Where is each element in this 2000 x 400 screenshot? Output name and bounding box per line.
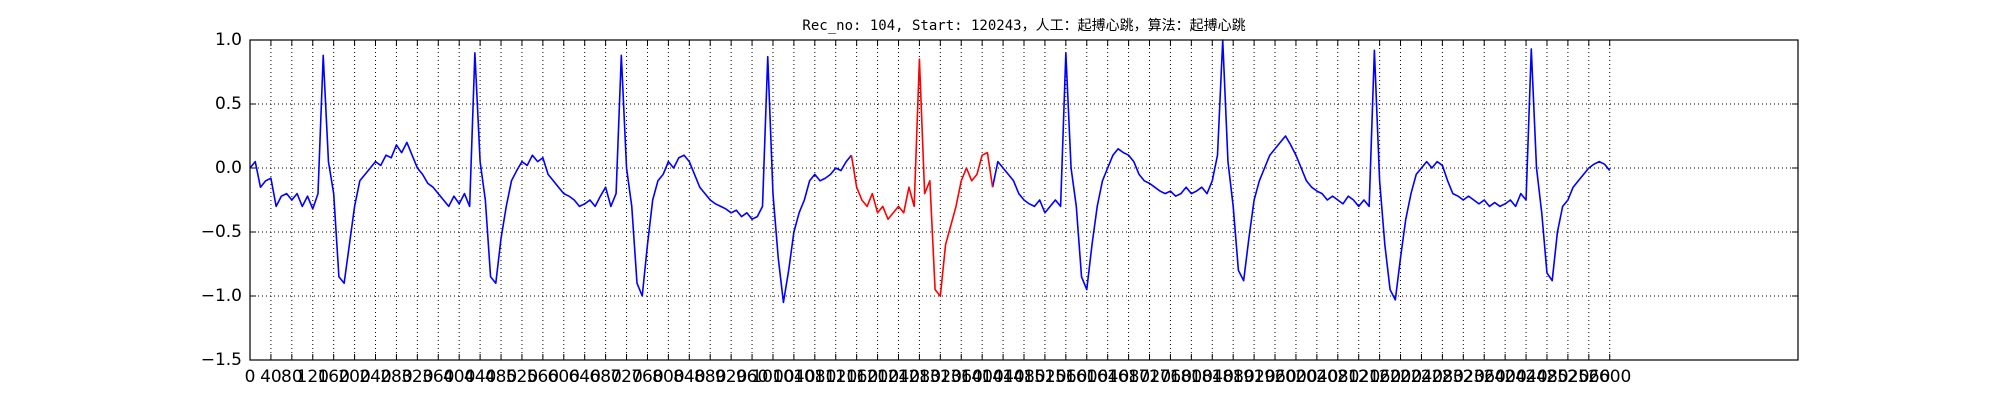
x-tick-label: 1320 [919, 367, 962, 387]
x-tick-label: 80 [281, 367, 303, 387]
ecg-line [850, 58, 994, 297]
x-tick-label: 2440 [1504, 367, 1547, 387]
chart-title: Rec_no: 104, Start: 120243，人工：起搏心跳，算法：起搏… [802, 17, 1245, 34]
x-tick-label: 1200 [856, 367, 899, 387]
x-tick-label: 1440 [981, 367, 1024, 387]
x-tick-label: 1680 [1107, 367, 1150, 387]
x-tick-label: 1640 [1086, 367, 1129, 387]
y-tick-label: −1.0 [201, 286, 242, 306]
x-tick-label: 440 [464, 367, 496, 387]
x-tick-label: 1520 [1023, 367, 1066, 387]
x-tick-label: 1120 [814, 367, 857, 387]
x-tick-label: 2280 [1421, 367, 1464, 387]
x-tick-label: 800 [652, 367, 684, 387]
x-tick-label: 2360 [1463, 367, 1506, 387]
x-tick-label: 1080 [793, 367, 836, 387]
x-tick-label: 2000 [1274, 367, 1317, 387]
x-tick-label: 320 [401, 367, 433, 387]
x-tick-label: 1600 [1065, 367, 1108, 387]
x-tick-label: 640 [568, 367, 600, 387]
x-tick-label: 280 [380, 367, 412, 387]
x-tick-label: 1720 [1128, 367, 1171, 387]
x-tick-label: 600 [548, 367, 580, 387]
x-tick-label: 1560 [1044, 367, 1087, 387]
x-tick-label: 1480 [1002, 367, 1045, 387]
x-tick-label: 2040 [1295, 367, 1338, 387]
y-tick-label: −0.5 [201, 222, 242, 242]
x-tick-label: 1280 [898, 367, 941, 387]
x-tick-label: 1920 [1232, 367, 1275, 387]
x-tick-label: 0 [245, 367, 256, 387]
x-tick-label: 2400 [1484, 367, 1527, 387]
x-tick-label: 240 [359, 367, 391, 387]
x-tick-label: 2560 [1567, 367, 1610, 387]
x-tick-label: 2480 [1525, 367, 1568, 387]
x-tick-label: 1360 [940, 367, 983, 387]
x-tick-label: 1960 [1253, 367, 1296, 387]
x-tick-label: 720 [610, 367, 642, 387]
x-tick-label: 2160 [1358, 367, 1401, 387]
x-tick-label: 1840 [1191, 367, 1234, 387]
x-tick-label: 160 [317, 367, 349, 387]
x-tick-label: 1240 [877, 367, 920, 387]
x-tick-label: 680 [589, 367, 621, 387]
y-tick-label: 0.0 [215, 158, 242, 178]
x-tick-label: 760 [631, 367, 663, 387]
x-tick-label: 2200 [1379, 367, 1422, 387]
x-tick-label: 1880 [1212, 367, 1255, 387]
x-tick-label: 400 [443, 367, 475, 387]
x-tick-label: 920 [715, 367, 747, 387]
ecg-line [249, 39, 1611, 304]
plot-frame [249, 39, 1799, 361]
x-tick-label: 120 [297, 367, 329, 387]
x-tick-label: 1400 [961, 367, 1004, 387]
y-tick-label: 1.0 [215, 30, 242, 50]
x-tick-label: 520 [506, 367, 538, 387]
y-tick-label: −1.5 [201, 350, 242, 370]
x-tick-label: 1160 [835, 367, 878, 387]
x-tick-label: 960 [736, 367, 768, 387]
x-tick-label: 2240 [1400, 367, 1443, 387]
x-tick-label: 2080 [1316, 367, 1359, 387]
x-tick-label: 1800 [1170, 367, 1213, 387]
x-tick-label: 880 [694, 367, 726, 387]
x-tick-label: 2120 [1337, 367, 1380, 387]
x-tick-label: 1040 [772, 367, 815, 387]
x-tick-label: 480 [485, 367, 517, 387]
x-tick-label: 1760 [1149, 367, 1192, 387]
x-tick-label: 560 [527, 367, 559, 387]
x-tick-label: 360 [422, 367, 454, 387]
x-tick-label: 2320 [1442, 367, 1485, 387]
x-tick-label: 2600 [1588, 367, 1631, 387]
x-tick-label: 40 [260, 367, 282, 387]
y-tick-label: 0.5 [215, 94, 242, 114]
x-tick-label: 1000 [751, 367, 794, 387]
x-tick-label: 2520 [1546, 367, 1589, 387]
x-tick-label: 200 [338, 367, 370, 387]
x-tick-label: 840 [673, 367, 705, 387]
